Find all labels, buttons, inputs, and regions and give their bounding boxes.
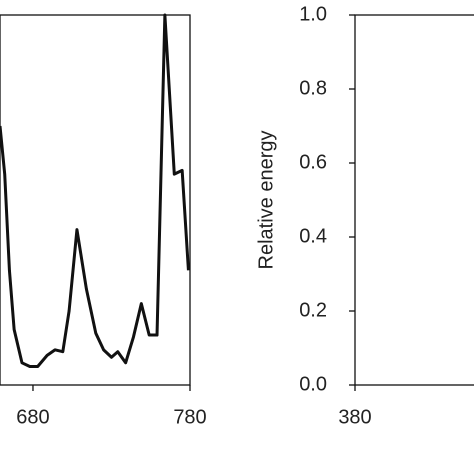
y-tick-label: 0.0 — [299, 373, 327, 395]
x-tick-label: 680 — [16, 406, 49, 428]
data-line — [0, 13, 190, 368]
plot-frame — [354, 14, 474, 386]
y-tick-label: 0.4 — [299, 225, 327, 247]
y-tick-label: 0.6 — [299, 151, 327, 173]
y-axis-label: Relative energy — [255, 131, 277, 270]
x-tick-label: 380 — [338, 406, 371, 428]
y-tick-label: 1.0 — [299, 3, 327, 25]
x-tick-label: 780 — [173, 406, 206, 428]
plot-frame — [0, 14, 191, 386]
y-tick-label: 0.2 — [299, 299, 327, 321]
y-tick-label: 0.8 — [299, 77, 327, 99]
